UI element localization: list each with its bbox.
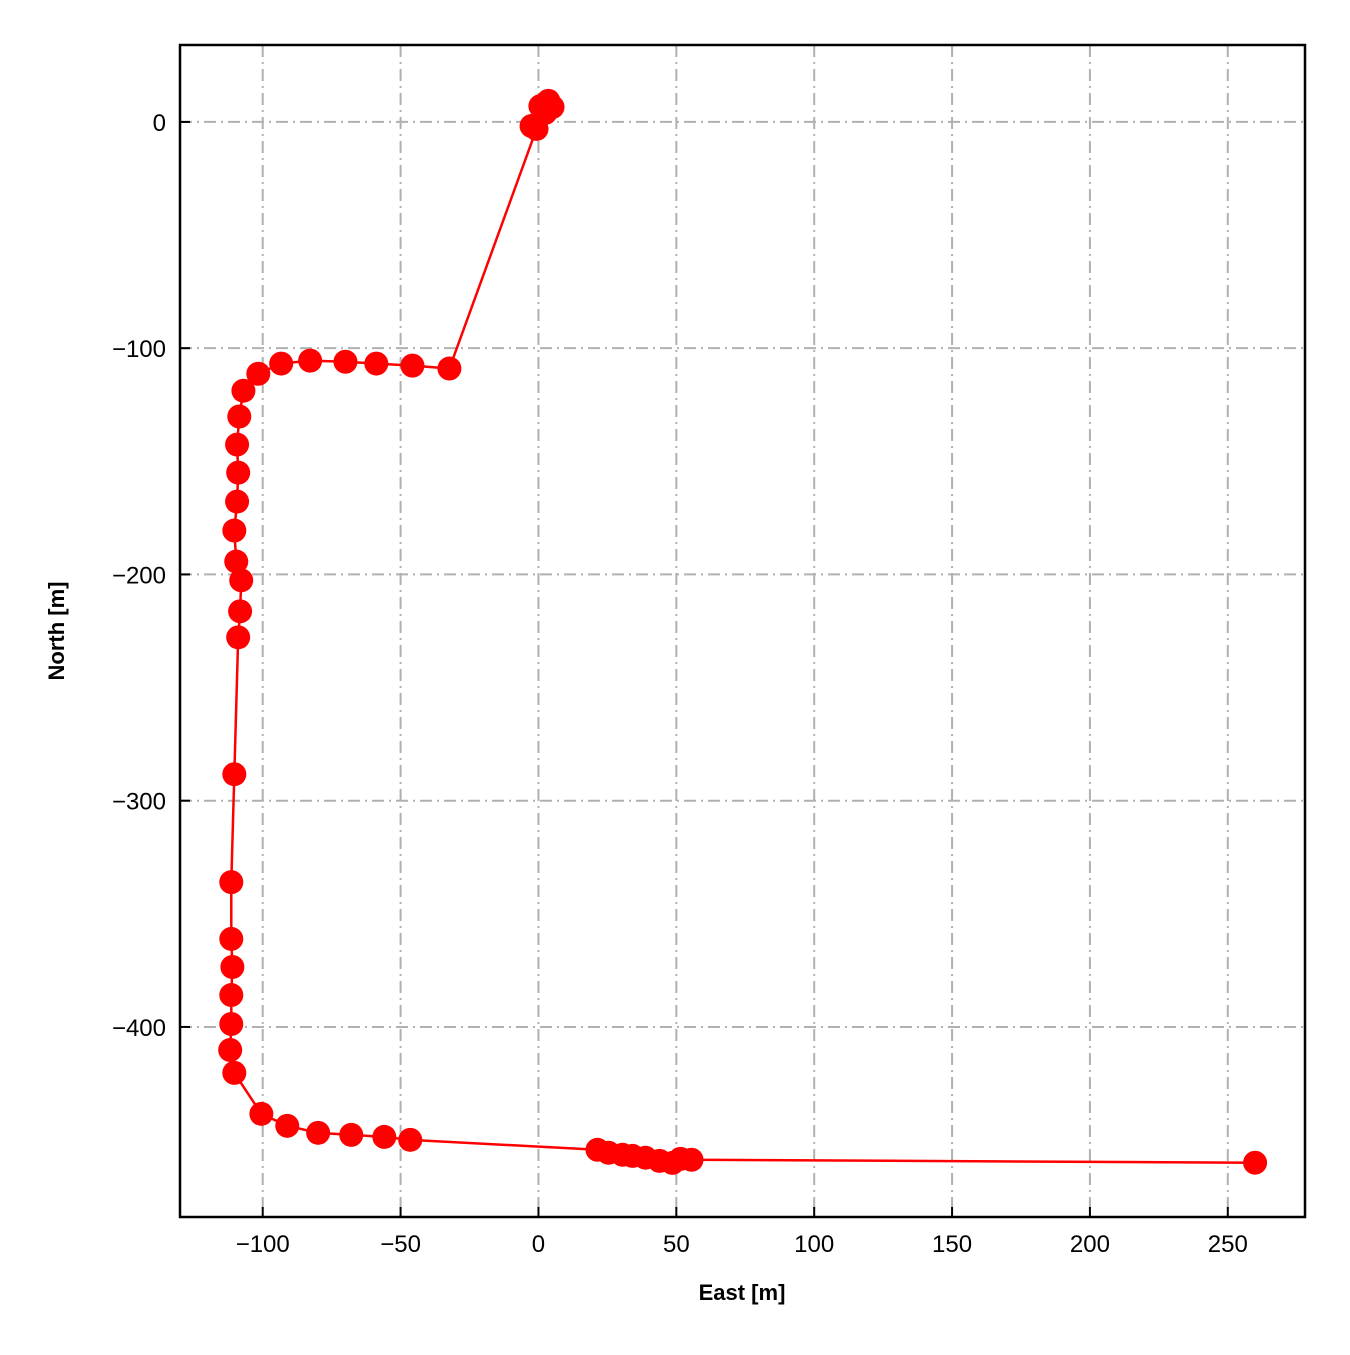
series-line — [228, 100, 1256, 1165]
y-tick-label: −400 — [112, 1015, 166, 1042]
point — [225, 432, 250, 457]
point — [275, 1113, 300, 1138]
point — [333, 349, 358, 374]
point — [225, 489, 250, 514]
point — [306, 1120, 331, 1145]
point — [679, 1147, 704, 1172]
point — [222, 518, 247, 543]
y-tick-label: −100 — [112, 336, 166, 363]
x-tick-label: 0 — [532, 1231, 545, 1258]
point — [219, 983, 244, 1008]
point — [229, 568, 254, 593]
y-tick-label: 0 — [153, 110, 166, 137]
point — [228, 599, 253, 624]
x-tick-label: −50 — [380, 1231, 421, 1258]
point — [246, 361, 271, 386]
plot-frame — [178, 43, 1307, 1219]
point — [219, 1012, 244, 1037]
y-axis-label: North [m] — [44, 582, 69, 681]
point — [218, 1038, 243, 1063]
point — [224, 549, 249, 574]
point — [226, 460, 251, 485]
point — [220, 954, 245, 979]
x-tick-label: 50 — [663, 1231, 690, 1258]
point — [298, 348, 323, 373]
point — [219, 926, 244, 951]
point — [231, 378, 256, 403]
point — [364, 351, 389, 376]
x-axis-label: East [m] — [699, 1280, 786, 1305]
point — [524, 116, 549, 141]
point — [339, 1122, 364, 1147]
x-tick-label: 250 — [1208, 1231, 1248, 1258]
point — [372, 1124, 397, 1149]
point — [222, 1060, 247, 1085]
x-tick-label: 200 — [1070, 1231, 1110, 1258]
point — [400, 353, 425, 378]
y-tick-label: −200 — [112, 562, 166, 589]
point — [269, 351, 294, 376]
point — [219, 870, 244, 895]
x-tick-label: 150 — [932, 1231, 972, 1258]
point — [398, 1127, 423, 1152]
x-tick-label: −100 — [236, 1231, 290, 1258]
point — [227, 404, 252, 429]
point — [222, 762, 247, 787]
point — [437, 356, 462, 381]
y-tick-label: −300 — [112, 789, 166, 816]
point — [1243, 1150, 1268, 1175]
point — [249, 1101, 274, 1126]
x-tick-label: 100 — [794, 1231, 834, 1258]
point — [226, 625, 251, 650]
